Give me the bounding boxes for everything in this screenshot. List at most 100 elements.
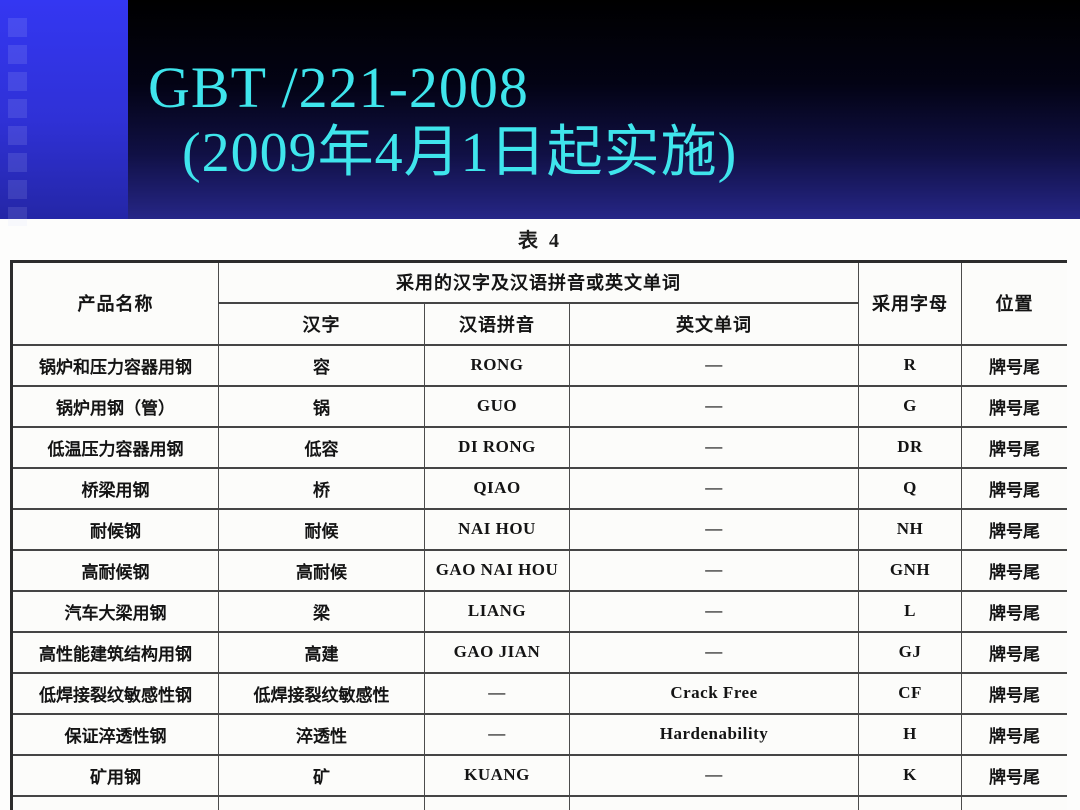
cell-pinyin: NAI HOU [424, 507, 570, 551]
cell-position: 牌号尾 [961, 343, 1067, 387]
cell-pinyin: QIAO [424, 466, 570, 510]
cell-product: 锅炉和压力容器用钢 [11, 343, 219, 387]
cell-english: — [568, 466, 860, 510]
cell-position: 牌号尾 [961, 712, 1067, 756]
cell-hanzi: 耐候 [218, 507, 425, 551]
cell-letter: L [858, 589, 963, 633]
cell-position: 牌号尾 [961, 753, 1067, 797]
cell-hanzi: 低容 [218, 425, 425, 469]
col-header-hanzi: 汉字 [218, 301, 425, 346]
cell-english: Hardenability [568, 712, 860, 756]
cell-letter: R [858, 343, 963, 387]
filmstrip-square [8, 18, 27, 37]
table-row-partial [11, 794, 1067, 810]
table-row: 高耐候钢 高耐候 GAO NAI HOU — GNH 牌号尾 [11, 548, 1067, 592]
cell-letter: DR [858, 425, 963, 469]
table-caption: 表 4 [518, 230, 562, 252]
filmstrip-square [8, 180, 27, 199]
steel-naming-table: 产品名称 采用的汉字及汉语拼音或英文单词 采用字母 位置 汉字 汉语拼音 英文单… [10, 260, 1067, 810]
cell-position: 牌号尾 [961, 589, 1067, 633]
cell-letter: G [858, 384, 963, 428]
col-header-pinyin: 汉语拼音 [424, 301, 570, 346]
cell-pinyin: DI RONG [424, 425, 570, 469]
cell-letter: NH [858, 507, 963, 551]
cell-english: — [568, 753, 860, 797]
cell-english: — [568, 548, 860, 592]
table-row: 桥梁用钢 桥 QIAO — Q 牌号尾 [11, 466, 1067, 510]
cell-hanzi: 淬透性 [218, 712, 425, 756]
cell-product: 高耐候钢 [11, 548, 219, 592]
cell-product: 高性能建筑结构用钢 [11, 630, 219, 674]
cell-hanzi: 高耐候 [218, 548, 425, 592]
slide-header: GBT /221-2008 (2009年4月1日起实施) [0, 0, 1080, 226]
cell-hanzi: 容 [218, 343, 425, 387]
slide-title-line2: (2009年4月1日起实施) [182, 122, 738, 185]
col-header-position: 位置 [961, 260, 1067, 346]
cell-product: 汽车大梁用钢 [11, 589, 219, 633]
table-container: 产品名称 采用的汉字及汉语拼音或英文单词 采用字母 位置 汉字 汉语拼音 英文单… [10, 260, 1067, 810]
table-row: 矿用钢 矿 KUANG — K 牌号尾 [11, 753, 1067, 797]
cell-letter: GJ [858, 630, 963, 674]
table-header-row-1: 产品名称 采用的汉字及汉语拼音或英文单词 采用字母 位置 [11, 260, 1067, 346]
cell-product: 矿用钢 [11, 753, 219, 797]
table-row: 锅炉用钢（管） 锅 GUO — G 牌号尾 [11, 384, 1067, 428]
table-row: 耐候钢 耐候 NAI HOU — NH 牌号尾 [11, 507, 1067, 551]
cell-english: — [568, 630, 860, 674]
table-row: 锅炉和压力容器用钢 容 RONG — R 牌号尾 [11, 343, 1067, 387]
cell-pinyin: GAO NAI HOU [424, 548, 570, 592]
col-header-english: 英文单词 [568, 301, 860, 346]
filmstrip-square [8, 126, 27, 145]
cell-letter: H [858, 712, 963, 756]
filmstrip-square [8, 207, 27, 226]
filmstrip-square [8, 153, 27, 172]
cell-product: 低温压力容器用钢 [11, 425, 219, 469]
filmstrip-decoration [0, 0, 128, 226]
cell-english: — [568, 507, 860, 551]
cell-product: 低焊接裂纹敏感性钢 [11, 671, 219, 715]
cell-hanzi: 低焊接裂纹敏感性 [218, 671, 425, 715]
cell-pinyin: KUANG [424, 753, 570, 797]
cell-product: 桥梁用钢 [11, 466, 219, 510]
cell-english: — [568, 425, 860, 469]
cell-pinyin: LIANG [424, 589, 570, 633]
cell-hanzi: 矿 [218, 753, 425, 797]
cell-position: 牌号尾 [961, 466, 1067, 510]
cell-english: — [568, 343, 860, 387]
col-header-letter: 采用字母 [858, 260, 963, 346]
cell-english: Crack Free [568, 671, 860, 715]
cell-position: 牌号尾 [961, 630, 1067, 674]
cell-letter: K [858, 753, 963, 797]
cell-position: 牌号尾 [961, 384, 1067, 428]
cell-position: 牌号尾 [961, 548, 1067, 592]
filmstrip-square [8, 72, 27, 91]
cell-english: — [568, 589, 860, 633]
filmstrip-square [8, 99, 27, 118]
cell-position: 牌号尾 [961, 507, 1067, 551]
cell-product: 锅炉用钢（管） [11, 384, 219, 428]
table-row: 低温压力容器用钢 低容 DI RONG — DR 牌号尾 [11, 425, 1067, 469]
cell-position: 牌号尾 [961, 425, 1067, 469]
table-row: 低焊接裂纹敏感性钢 低焊接裂纹敏感性 — Crack Free CF 牌号尾 [11, 671, 1067, 715]
cell-product: 耐候钢 [11, 507, 219, 551]
cell-position: 牌号尾 [961, 671, 1067, 715]
cell-hanzi: 梁 [218, 589, 425, 633]
cell-pinyin: GAO JIAN [424, 630, 570, 674]
cell-hanzi: 高建 [218, 630, 425, 674]
cell-pinyin: RONG [424, 343, 570, 387]
cell-hanzi: 锅 [218, 384, 425, 428]
table-row: 保证淬透性钢 淬透性 — Hardenability H 牌号尾 [11, 712, 1067, 756]
cell-letter: CF [858, 671, 963, 715]
cell-english: — [568, 384, 860, 428]
col-header-product: 产品名称 [11, 260, 219, 346]
filmstrip-square [8, 45, 27, 64]
col-header-group: 采用的汉字及汉语拼音或英文单词 [217, 260, 860, 304]
cell-letter: Q [858, 466, 963, 510]
cell-letter: GNH [858, 548, 963, 592]
cell-product: 保证淬透性钢 [11, 712, 219, 756]
table-row: 高性能建筑结构用钢 高建 GAO JIAN — GJ 牌号尾 [11, 630, 1067, 674]
table-header-row-2: 汉字 汉语拼音 英文单词 [12, 301, 1068, 346]
cell-hanzi: 桥 [218, 466, 425, 510]
table-row: 汽车大梁用钢 梁 LIANG — L 牌号尾 [11, 589, 1067, 633]
cell-pinyin: — [424, 712, 570, 756]
cell-pinyin: — [424, 671, 570, 715]
